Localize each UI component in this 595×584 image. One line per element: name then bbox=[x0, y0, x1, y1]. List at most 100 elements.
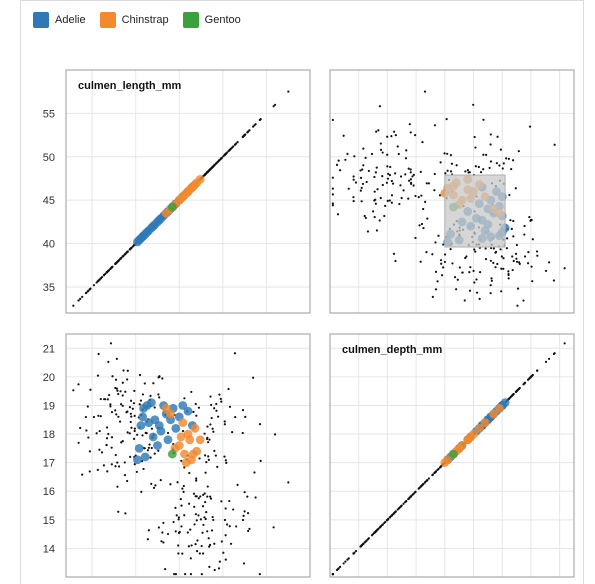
data-point bbox=[511, 393, 515, 396]
data-point bbox=[198, 457, 201, 460]
data-point bbox=[353, 155, 356, 158]
data-point bbox=[184, 573, 187, 576]
data-point bbox=[552, 279, 556, 282]
data-point bbox=[484, 247, 487, 250]
data-point bbox=[204, 517, 207, 521]
data-point bbox=[502, 257, 505, 260]
data-point bbox=[217, 415, 220, 418]
data-point bbox=[213, 163, 216, 166]
data-point bbox=[128, 248, 131, 251]
data-point bbox=[528, 376, 532, 379]
data-point bbox=[242, 562, 246, 565]
data-point bbox=[379, 148, 383, 152]
data-point bbox=[409, 168, 412, 171]
data-point bbox=[258, 423, 262, 426]
data-point bbox=[420, 222, 424, 226]
data-point bbox=[335, 163, 339, 166]
data-point bbox=[337, 159, 340, 162]
data-point bbox=[370, 152, 374, 156]
data-point bbox=[425, 250, 428, 254]
data-point bbox=[374, 171, 377, 174]
data-point bbox=[214, 454, 217, 457]
data-point bbox=[200, 544, 203, 548]
data-point bbox=[114, 262, 117, 265]
panel-frame bbox=[65, 69, 311, 314]
y-tick-label: 17 bbox=[43, 458, 55, 470]
legend-label: Gentoo bbox=[204, 14, 241, 26]
data-point bbox=[464, 256, 467, 260]
data-point bbox=[81, 473, 84, 476]
data-point bbox=[397, 507, 400, 510]
selected-point-chinstrap bbox=[178, 418, 188, 428]
data-point bbox=[400, 504, 403, 507]
data-point bbox=[96, 374, 100, 377]
data-point bbox=[79, 297, 82, 300]
selected-point-chinstrap bbox=[195, 435, 205, 445]
data-point bbox=[512, 235, 515, 238]
data-point bbox=[84, 292, 87, 295]
data-point bbox=[378, 105, 381, 108]
selected-point-chinstrap bbox=[474, 423, 484, 433]
data-point bbox=[466, 169, 470, 172]
data-point bbox=[507, 277, 510, 280]
data-point bbox=[367, 537, 370, 540]
data-point bbox=[419, 260, 422, 263]
data-point bbox=[528, 215, 531, 219]
selected-point-chinstrap bbox=[463, 435, 473, 445]
data-point bbox=[114, 465, 117, 468]
data-point bbox=[398, 202, 401, 206]
data-point bbox=[160, 540, 163, 543]
data-point bbox=[133, 429, 136, 433]
legend-item-gentoo[interactable]: Gentoo bbox=[182, 12, 241, 28]
data-point bbox=[158, 375, 161, 378]
data-point bbox=[118, 420, 122, 423]
data-point bbox=[499, 148, 502, 151]
data-point bbox=[473, 281, 476, 284]
data-point bbox=[180, 459, 183, 462]
selected-point-adelie bbox=[183, 406, 193, 416]
data-point bbox=[105, 426, 109, 429]
data-point bbox=[472, 103, 475, 106]
data-point bbox=[446, 152, 449, 155]
selected-point-chinstrap bbox=[176, 432, 186, 442]
data-point bbox=[474, 165, 477, 168]
data-point bbox=[423, 90, 427, 93]
data-point bbox=[488, 166, 491, 170]
data-point bbox=[381, 151, 384, 154]
data-point bbox=[119, 403, 123, 406]
data-point bbox=[213, 449, 216, 452]
data-point bbox=[213, 568, 216, 572]
data-point bbox=[126, 378, 129, 381]
data-point bbox=[242, 135, 245, 138]
data-point bbox=[444, 172, 447, 175]
data-point bbox=[421, 141, 424, 144]
data-point bbox=[162, 521, 165, 525]
legend-item-chinstrap[interactable]: Chinstrap bbox=[99, 12, 169, 28]
data-point bbox=[485, 153, 488, 156]
data-point bbox=[119, 390, 122, 393]
data-point bbox=[531, 280, 534, 283]
data-point bbox=[346, 152, 349, 156]
data-point bbox=[220, 157, 223, 160]
data-point bbox=[157, 393, 160, 396]
data-point bbox=[121, 440, 124, 443]
data-point bbox=[207, 537, 210, 540]
data-point bbox=[98, 448, 101, 451]
data-point bbox=[381, 523, 384, 526]
data-point bbox=[120, 441, 123, 444]
data-point bbox=[362, 542, 365, 545]
data-point bbox=[122, 369, 125, 372]
data-point bbox=[204, 471, 207, 474]
data-point bbox=[97, 352, 100, 356]
data-point bbox=[407, 167, 410, 170]
data-point bbox=[241, 431, 244, 435]
legend-item-adelie[interactable]: Adelie bbox=[33, 12, 86, 28]
data-point bbox=[150, 482, 153, 485]
data-point bbox=[228, 499, 231, 503]
data-point bbox=[402, 189, 405, 192]
data-point bbox=[241, 518, 245, 522]
data-point bbox=[110, 266, 114, 269]
data-point bbox=[85, 429, 88, 432]
data-point bbox=[110, 436, 114, 439]
